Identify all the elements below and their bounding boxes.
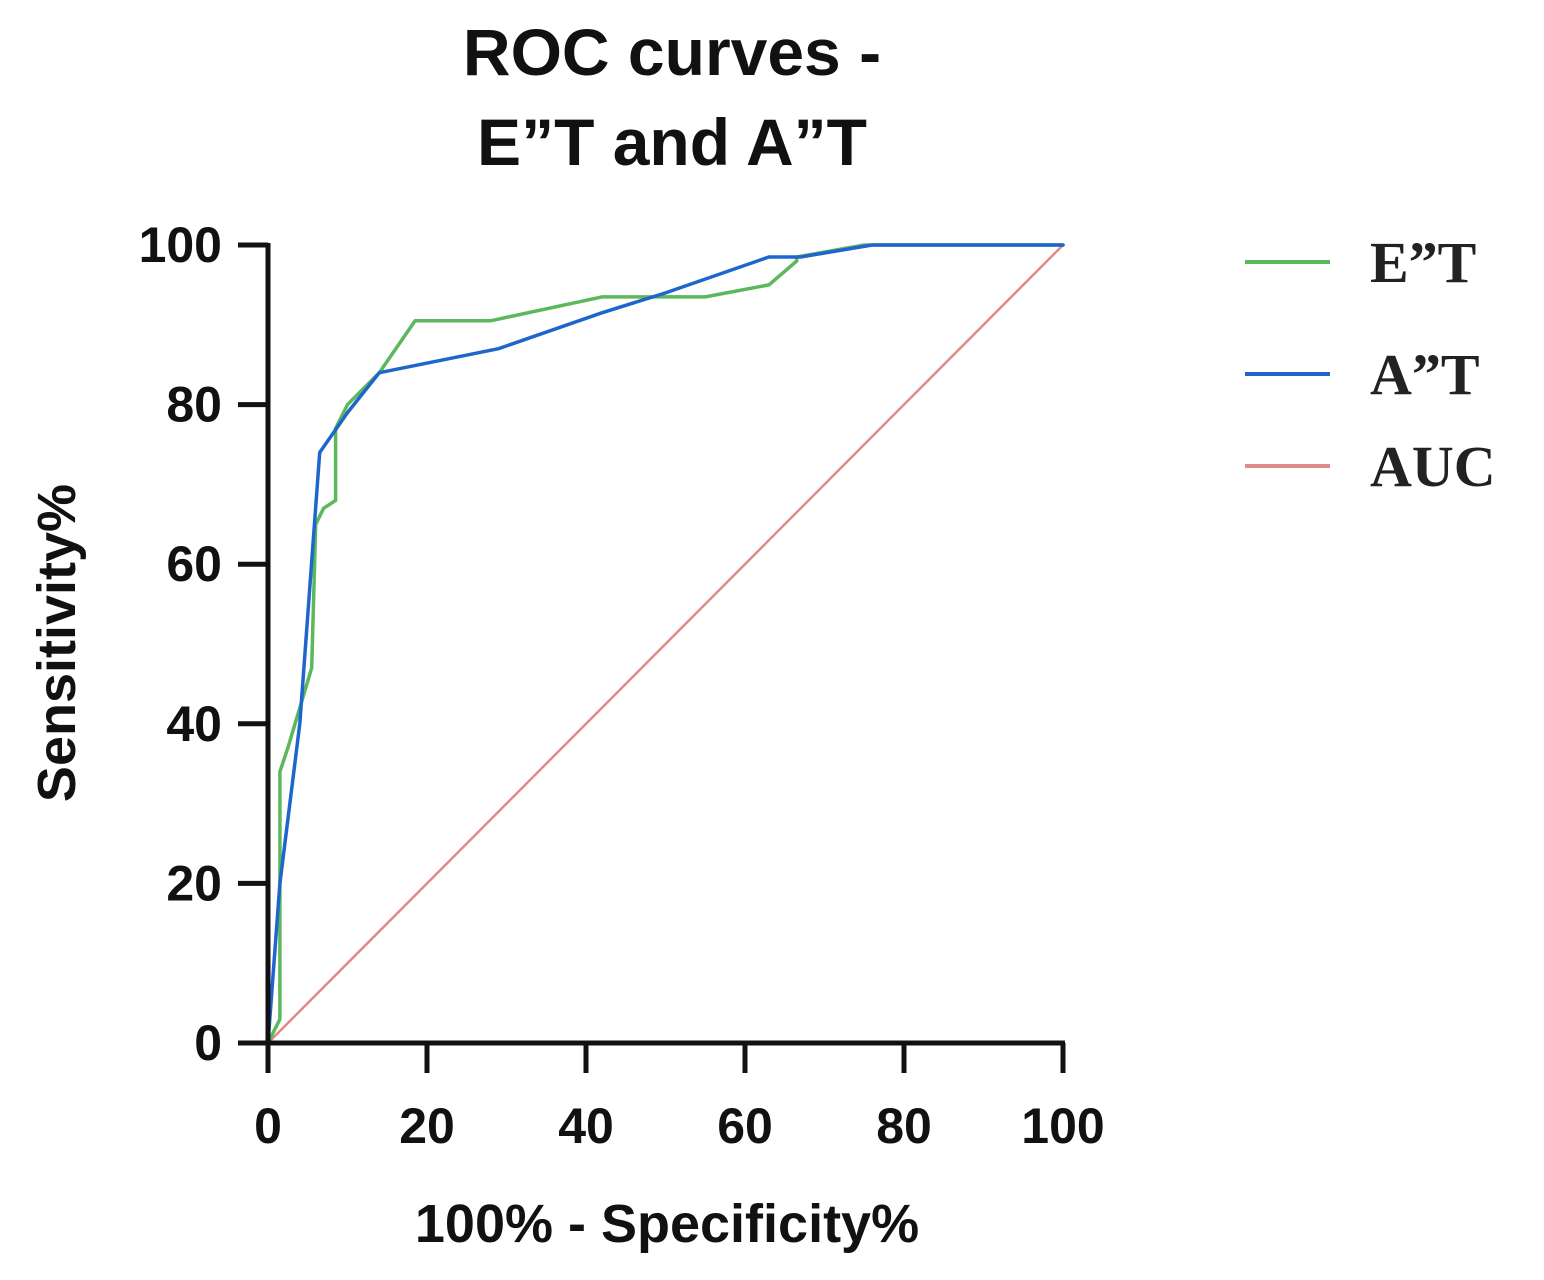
legend-label-auc: AUC: [1370, 434, 1496, 499]
x-tick-label: 0: [254, 1098, 282, 1154]
y-ticks: 0 20 40 60 80 100: [139, 217, 268, 1071]
y-tick-label: 60: [166, 536, 222, 592]
x-tick-label: 60: [717, 1098, 773, 1154]
y-axis-label: Sensitivity%: [27, 484, 87, 802]
x-axis-label: 100% - Specificity%: [415, 1194, 919, 1254]
legend-label-et: E”T: [1370, 230, 1476, 295]
series-layer: [266, 243, 1065, 1045]
y-tick-label: 20: [166, 855, 222, 911]
y-tick-label: 80: [166, 377, 222, 433]
x-tick-label: 20: [399, 1098, 455, 1154]
x-tick-label: 80: [876, 1098, 932, 1154]
legend-label-at: A”T: [1370, 342, 1480, 407]
series-line-auc: [266, 243, 1065, 1045]
series-line-at: [266, 243, 1065, 1045]
x-tick-label: 100: [1021, 1098, 1104, 1154]
x-ticks: 0 20 40 60 80 100: [254, 1043, 1105, 1154]
x-tick-label: 40: [558, 1098, 614, 1154]
y-tick-label: 40: [166, 696, 222, 752]
legend: E”T A”T AUC: [1245, 230, 1496, 499]
y-tick-label: 0: [194, 1015, 222, 1071]
chart-title: ROC curves - E”T and A”T: [463, 15, 881, 179]
chart-title-line-2: E”T and A”T: [477, 105, 867, 179]
series-line-et: [266, 243, 1065, 1045]
chart-title-line-1: ROC curves -: [463, 15, 881, 89]
y-tick-label: 100: [139, 217, 222, 273]
